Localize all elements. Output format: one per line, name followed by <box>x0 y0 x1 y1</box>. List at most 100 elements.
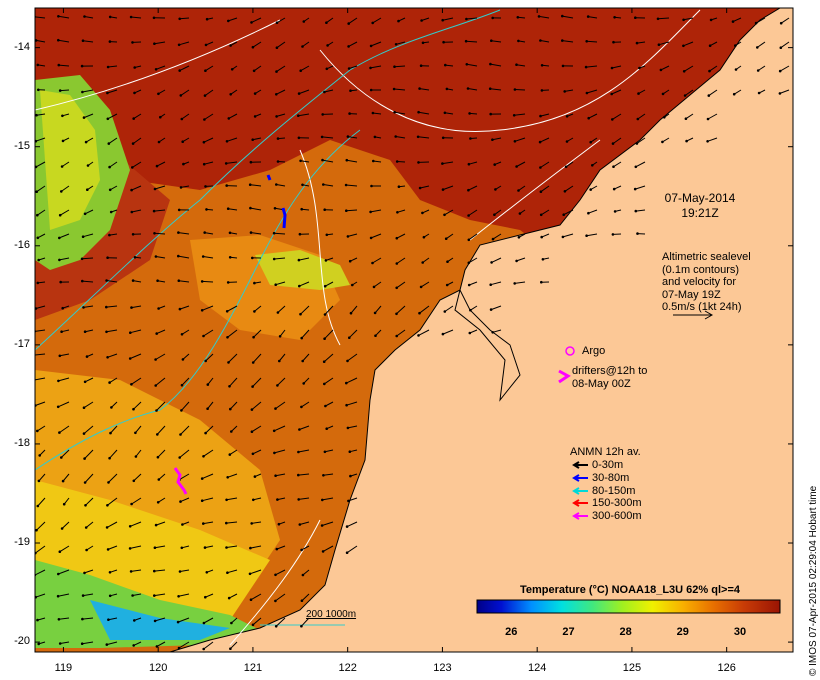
velocity-arrow-head <box>300 599 304 602</box>
velocity-arrow-head <box>491 237 495 241</box>
velocity-arrow-head <box>84 504 87 507</box>
velocity-arrow-head <box>86 164 90 167</box>
velocity-arrow-head <box>228 385 231 388</box>
velocity-arrow-head <box>130 210 134 214</box>
velocity-arrow-head <box>81 235 85 238</box>
velocity-arrow-head <box>202 621 206 625</box>
velocity-arrow-head <box>278 359 281 363</box>
velocity-arrow-head <box>251 256 254 260</box>
drifters-label: drifters@12h to 08-May 00Z <box>572 365 647 390</box>
velocity-arrow-head <box>394 135 398 138</box>
velocity-arrow <box>84 449 94 459</box>
velocity-arrow-head <box>153 619 157 623</box>
lon-label: 125 <box>622 662 642 674</box>
velocity-arrow <box>202 497 214 502</box>
velocity-arrow-head <box>323 208 327 211</box>
velocity-arrow <box>63 497 70 505</box>
velocity-arrow-head <box>180 383 184 387</box>
velocity-arrow <box>59 425 70 434</box>
velocity-arrow <box>59 257 70 261</box>
velocity-arrow-head <box>276 498 279 501</box>
velocity-arrow <box>62 473 70 482</box>
velocity-arrow <box>612 113 622 120</box>
velocity-arrow-head <box>227 19 230 23</box>
velocity-arrow-head <box>372 285 376 289</box>
velocity-arrow-head <box>493 213 496 216</box>
velocity-arrow-head <box>105 526 109 529</box>
velocity-arrow-head <box>297 450 300 454</box>
argo-label: Argo <box>582 345 606 357</box>
velocity-arrow <box>348 17 358 25</box>
velocity-arrow <box>135 425 142 434</box>
isobath-label: 200 1000m <box>306 609 357 620</box>
velocity-arrow-head <box>131 279 135 282</box>
velocity-arrow-head <box>685 139 688 143</box>
velocity-arrow-head <box>756 46 759 49</box>
velocity-arrow <box>228 593 238 599</box>
velocity-arrow-head <box>159 115 162 119</box>
velocity-arrow-head <box>133 255 137 259</box>
velocity-arrow-head <box>133 91 136 95</box>
velocity-arrow-head <box>205 17 209 21</box>
velocity-arrow <box>130 521 142 527</box>
velocity-arrow <box>516 64 526 67</box>
velocity-arrow <box>418 111 430 115</box>
velocity-arrow-head <box>421 41 425 45</box>
velocity-arrow-head <box>325 21 328 25</box>
lat-label: -14 <box>14 40 30 53</box>
velocity-arrow <box>227 473 238 478</box>
velocity-arrow-head <box>348 336 351 340</box>
velocity-arrow-head <box>324 259 328 262</box>
velocity-arrow <box>131 209 142 213</box>
velocity-arrow-head <box>60 527 64 530</box>
velocity-arrow-head <box>346 235 350 238</box>
velocity-arrow-head <box>395 286 399 290</box>
velocity-arrow-head <box>60 456 63 459</box>
lon-label: 120 <box>148 662 168 674</box>
velocity-arrow-head <box>778 92 782 95</box>
velocity-arrow <box>106 329 118 333</box>
velocity-arrow-head <box>422 235 426 239</box>
velocity-arrow <box>205 425 214 434</box>
velocity-arrow-head <box>251 361 255 364</box>
velocity-arrow-head <box>36 236 40 240</box>
velocity-arrow-head <box>466 87 470 90</box>
velocity-arrow-head <box>613 15 616 19</box>
velocity-arrow <box>107 89 118 94</box>
velocity-arrow-head <box>200 499 204 503</box>
velocity-arrow-head <box>202 334 205 338</box>
velocity-arrow-head <box>153 546 157 549</box>
velocity-arrow <box>106 280 118 283</box>
velocity-arrow <box>274 232 286 235</box>
velocity-arrow <box>226 137 238 142</box>
velocity-arrow-head <box>154 68 158 71</box>
colorbar-tick-label: 27 <box>562 626 575 638</box>
velocity-arrow-head <box>57 618 61 621</box>
land-mass <box>169 8 793 652</box>
velocity-arrow <box>396 329 406 337</box>
velocity-arrow-head <box>85 355 89 358</box>
velocity-arrow-head <box>61 306 64 310</box>
velocity-arrow <box>205 353 214 362</box>
velocity-arrow-head <box>540 89 544 92</box>
velocity-arrow <box>133 401 142 410</box>
velocity-arrow-head <box>465 63 469 66</box>
velocity-arrow <box>154 41 166 45</box>
velocity-arrow <box>302 569 310 576</box>
velocity-arrow <box>324 449 334 453</box>
velocity-arrow-head <box>83 481 87 484</box>
velocity-arrow-head <box>706 140 709 143</box>
velocity-arrow <box>565 161 574 168</box>
velocity-arrow-head <box>467 188 470 192</box>
velocity-arrow <box>325 401 334 407</box>
velocity-arrow <box>178 255 190 259</box>
velocity-arrow <box>84 377 94 383</box>
velocity-arrow-head <box>177 595 180 598</box>
velocity-arrow <box>274 257 286 260</box>
velocity-arrow-head <box>109 210 113 214</box>
velocity-arrow-head <box>108 15 112 19</box>
velocity-arrow-head <box>539 114 542 118</box>
velocity-arrow <box>350 305 358 314</box>
velocity-arrow <box>203 329 214 337</box>
velocity-arrow <box>59 233 70 239</box>
